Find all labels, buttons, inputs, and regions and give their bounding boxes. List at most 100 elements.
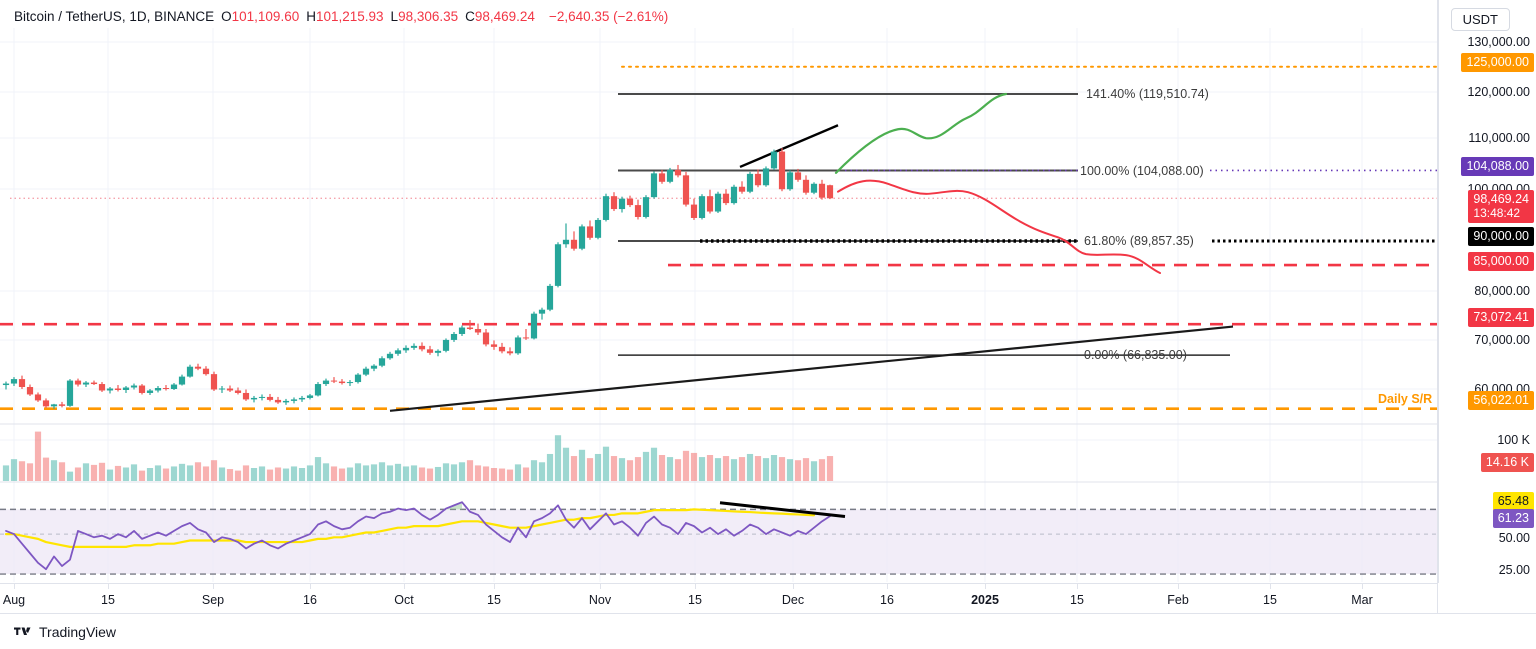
- candle-body: [314, 384, 322, 396]
- volume-bar: [474, 465, 482, 481]
- volume-bar: [578, 449, 586, 481]
- trendline-long-support[interactable]: [389, 325, 1234, 412]
- candle-body: [786, 172, 794, 190]
- time-tick-label: Aug: [2, 593, 26, 607]
- volume-bar: [674, 459, 682, 481]
- volume-bar: [538, 462, 546, 481]
- bar-countdown: 13:48:42: [1473, 206, 1521, 220]
- time-tick-mark: [404, 584, 405, 589]
- legend-symbol[interactable]: Bitcoin / TetherUS: [14, 9, 122, 24]
- candle-body: [770, 151, 778, 169]
- candle-body: [74, 380, 82, 385]
- volume-bar: [122, 467, 130, 481]
- currency-chip[interactable]: USDT: [1450, 8, 1510, 31]
- candle-body: [682, 175, 690, 205]
- volume-bar: [242, 465, 250, 481]
- price-level-tag[interactable]: 85,000.00: [1468, 252, 1534, 271]
- rsi-tick-label: 25.00: [1498, 563, 1530, 577]
- candle-body: [506, 351, 514, 354]
- candle-body: [146, 390, 154, 393]
- candle-body: [442, 339, 450, 351]
- candle-body: [234, 390, 242, 393]
- price-level-tag[interactable]: 61.23: [1492, 509, 1534, 528]
- candle-body: [282, 400, 290, 403]
- candle-body: [522, 337, 530, 339]
- volume-bar: [738, 457, 746, 481]
- price-level-tag[interactable]: 65.48: [1492, 492, 1534, 511]
- volume-bar: [42, 457, 50, 481]
- volume-bar: [82, 463, 90, 481]
- volume-bar: [634, 457, 642, 481]
- price-axis[interactable]: USDT 130,000.00 120,000.00 110,000.00 100,0…: [1438, 0, 1536, 583]
- legend-exchange[interactable]: BINANCE: [154, 9, 215, 24]
- legend-interval[interactable]: 1D: [129, 9, 147, 24]
- volume-bar: [346, 467, 354, 481]
- candle-body: [298, 397, 306, 400]
- last-price-tag[interactable]: 98,469.24 13:48:42: [1468, 190, 1534, 223]
- candle-body: [554, 244, 562, 286]
- volume-bar: [642, 451, 650, 481]
- volume-bar: [162, 468, 170, 481]
- volume-bar: [826, 456, 834, 481]
- candle-body: [354, 374, 362, 383]
- volume-bar: [594, 453, 602, 481]
- volume-bar: [650, 447, 658, 481]
- volume-bar: [458, 462, 466, 481]
- candle-body: [250, 397, 258, 400]
- time-tick-mark: [310, 584, 311, 589]
- time-tick-label: Oct: [394, 593, 414, 607]
- volume-bar: [186, 465, 194, 481]
- candle-body: [538, 309, 546, 314]
- candle-body: [626, 198, 634, 206]
- time-tick-label: 15: [688, 593, 702, 607]
- rsi-tick-label: 50.00: [1498, 531, 1530, 545]
- price-level-tag[interactable]: 14.16 K: [1480, 453, 1534, 472]
- tradingview-wordmark: TradingView: [39, 624, 117, 640]
- time-axis[interactable]: Aug 15 Sep 16 Oct 15 Nov 15 Dec 16 2025 15 Feb 15 Mar: [0, 583, 1438, 613]
- volume-bar: [714, 458, 722, 481]
- chart-legend[interactable]: Bitcoin / TetherUS, 1D, BINANCE O101,109.…: [14, 9, 669, 24]
- volume-bar: [682, 450, 690, 481]
- price-level-tag[interactable]: 90,000.00: [1468, 227, 1534, 246]
- candle-body: [218, 388, 226, 390]
- volume-bar: [466, 460, 474, 481]
- volume-bar: [58, 462, 66, 481]
- legend-close-value: 98,469.24: [474, 9, 535, 24]
- candle-body: [170, 384, 178, 389]
- time-tick-label: 2025: [971, 593, 999, 607]
- trendline-wedge-upper[interactable]: [739, 124, 839, 169]
- candle-body: [578, 226, 586, 249]
- price-level-tag[interactable]: 104,088.00: [1461, 157, 1534, 176]
- price-level-tag[interactable]: 56,022.01: [1468, 391, 1534, 410]
- rsi-divergence-trendline[interactable]: [719, 501, 846, 519]
- candle-body: [426, 349, 434, 353]
- volume-bar: [794, 460, 802, 481]
- bullish-projection-path[interactable]: [834, 92, 1008, 174]
- legend-low-value: 98,306.35: [398, 9, 459, 24]
- price-level-tag[interactable]: 125,000.00: [1461, 53, 1534, 72]
- candle-body: [434, 350, 442, 353]
- volume-bar: [810, 461, 818, 481]
- candle-body: [394, 350, 402, 354]
- price-level-tag[interactable]: 73,072.41: [1468, 308, 1534, 327]
- volume-bar: [306, 465, 314, 481]
- volume-bar: [338, 468, 346, 481]
- candle-body: [594, 219, 602, 238]
- candle-body: [586, 226, 594, 238]
- tradingview-branding[interactable]: TradingView: [14, 624, 116, 640]
- volume-bar: [298, 468, 306, 481]
- candle-body: [106, 388, 114, 391]
- volume-bar: [114, 465, 122, 481]
- time-tick-mark: [985, 584, 986, 589]
- volume-bar: [434, 466, 442, 481]
- time-tick-mark: [1362, 584, 1363, 589]
- time-tick-label: 16: [303, 593, 317, 607]
- rsi-line[interactable]: [5, 501, 831, 571]
- volume-bar: [418, 467, 426, 481]
- candle-body: [490, 344, 498, 347]
- time-tick-mark: [213, 584, 214, 589]
- candle-body: [18, 379, 26, 388]
- volume-bar: [410, 465, 418, 481]
- rsi-moving-average-line[interactable]: [4, 508, 816, 548]
- bearish-projection-path[interactable]: [837, 179, 1161, 275]
